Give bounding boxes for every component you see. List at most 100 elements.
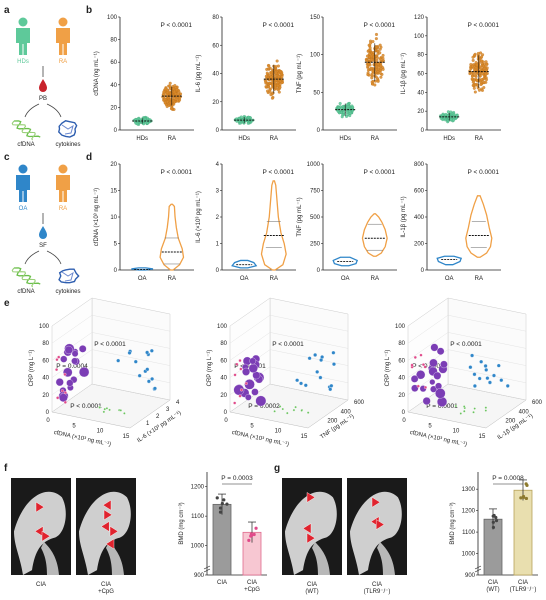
panel-b-chart-3-point — [371, 69, 375, 73]
panel-e-chart-1-point-blue — [145, 350, 150, 355]
panel-b-chart-3-point — [370, 76, 374, 80]
panel-d-chart-3-y-label: TNF (pg mL⁻¹) — [297, 197, 303, 236]
panel-f-chart-pvalue: P = 0.0003 — [221, 475, 253, 482]
panel-f-image-2-bone-lower — [106, 542, 124, 575]
panel-c-arrow-right — [46, 250, 62, 265]
panel-e-chart-2-pvalue-1: P < 0.0001 — [272, 341, 304, 348]
panel-e-chart-2-point-blue — [332, 362, 336, 367]
panel-e-chart-1-point-green — [98, 406, 101, 409]
panel-b-chart-3-point — [372, 63, 376, 67]
panel-e-chart-3-point-violet — [422, 397, 431, 405]
panel-b-chart-3-x-label: RA — [371, 136, 379, 142]
panel-b-chart-3-point — [369, 58, 373, 62]
panel-g-chart-x-label: CIA (WT) — [486, 580, 499, 593]
panel-e-chart-2-ytick-label: 200 — [327, 419, 338, 425]
panel-b-chart-3-point — [346, 103, 350, 107]
panel-a-dna-icon — [13, 120, 41, 138]
panel-b-chart-2-point — [266, 67, 270, 71]
panel-c-group-left: OA — [19, 206, 28, 212]
panel-b-chart-2-point — [264, 80, 268, 84]
panel-e-chart-1-point-violet — [64, 345, 73, 355]
panel-g-chart-point — [519, 496, 523, 500]
panel-e-chart-1-point-pink — [56, 396, 60, 400]
panel-e-chart-3-y-label: IL-1β (pg mL⁻¹) — [497, 413, 535, 441]
panel-a-drop-icon — [39, 79, 47, 92]
panel-b-chart-2-point — [243, 115, 247, 119]
panel-b-chart-3-point — [371, 50, 375, 54]
panel-b-chart-3-x-label: HDs — [339, 136, 351, 142]
panel-e-chart-1-point-blue — [153, 386, 157, 391]
panel-a-output-left: cfDNA — [17, 142, 34, 148]
panel-f-chart-point — [220, 501, 224, 506]
panel-e-chart-1-point-green — [119, 409, 123, 412]
panel-b-chart-3-point — [381, 67, 385, 71]
panel-b-chart-3-ytick-label: 100 — [310, 53, 321, 59]
panel-b-chart-4-pvalue: P < 0.0001 — [467, 22, 499, 29]
panel-e-chart-2-point-blue — [303, 383, 308, 388]
panel-b-chart-3-point — [348, 111, 352, 115]
panel-e-chart-2-point-pink — [233, 401, 237, 405]
panel-c-left-person-icon-body — [16, 175, 30, 202]
panel-f-chart-axis-break — [203, 565, 211, 573]
panel-g-chart-axis-break — [474, 565, 482, 573]
panel-b-chart-2-y-label: IL-6 (pg mL⁻¹) — [196, 55, 202, 93]
panel-e-chart-2-ztick-label: 100 — [217, 324, 228, 330]
panel-b-chart-4-x-label: RA — [475, 136, 483, 142]
panel-b-chart-1-point — [173, 84, 177, 88]
panel-e-chart-3-point-blue — [483, 363, 488, 368]
panel-b-chart-3-point — [371, 82, 375, 86]
panel-e-chart-2-point-pink — [239, 367, 243, 371]
panel-d-chart-2-ytick-label: 4 — [216, 162, 220, 168]
panel-e-chart-2-ztick-label: 20 — [220, 393, 227, 399]
panel-b-chart-2-x-label: RA — [270, 136, 278, 142]
panel-e-chart-1-grid — [91, 332, 171, 349]
panel-d-chart-2-ra-violin — [260, 180, 287, 271]
panel-d-chart-4-pvalue: P < 0.0001 — [467, 169, 499, 176]
panel-b-chart-1-pvalue: P < 0.0001 — [160, 22, 192, 29]
panel-b-chart-4-point — [449, 110, 453, 114]
panel-e-chart-3-xtick-label: 10 — [453, 429, 460, 435]
panel-b-chart-3-point — [379, 75, 383, 79]
panel-e-chart-3-grid — [407, 332, 449, 361]
panel-b-chart-3-point — [365, 59, 369, 63]
panel-e-chart-3-ztick-label: 20 — [398, 393, 405, 399]
panel-d-chart-3-ytick-label: 0 — [317, 268, 321, 274]
panel-d-chart-3-ra-violin — [361, 213, 388, 257]
panel-b-chart-4-point — [472, 79, 476, 83]
panel-e-chart-2-ytick-label: 600 — [354, 400, 365, 406]
panel-c-right-person-icon — [56, 164, 70, 202]
panel-b-chart-2-ytick-label: 20 — [212, 100, 219, 106]
panel-b-chart-3-point — [374, 32, 378, 36]
panel-e-chart-3-point-pink — [416, 384, 420, 388]
panel-g-chart-point — [524, 496, 529, 501]
panel-d-chart-2-ytick-label: 1 — [216, 242, 220, 248]
panel-e-chart-2-point-blue — [313, 353, 318, 357]
panel-e-chart-2-point-blue — [319, 358, 324, 362]
panel-b-chart-1-point — [169, 92, 173, 96]
panel-f-chart-y-label: BMD (mg cm⁻³) — [179, 502, 185, 544]
panel-b-chart-2-point — [269, 75, 273, 79]
panel-b-chart-3-point — [342, 110, 346, 114]
panel-e-chart-2-point-green — [300, 409, 303, 412]
panel-g-chart-point — [491, 520, 495, 524]
panel-g-image-1-arrow-icon — [306, 532, 316, 544]
panel-e-chart-3-point-violet — [430, 343, 439, 352]
panel-e-chart-2-point-violet — [249, 357, 257, 365]
panel-b-chart-4-ytick-label: 120 — [414, 15, 425, 21]
panel-f-chart-point — [247, 538, 251, 542]
panel-d-chart-4-ytick-label: 600 — [414, 189, 425, 195]
panel-e-chart-2-ytick-label: 400 — [341, 409, 352, 415]
panel-e-chart-1-point-green — [103, 407, 107, 411]
panel-b-chart-4-point — [480, 59, 484, 63]
panel-b-chart-4-point — [484, 72, 488, 76]
panel-d-chart-1-y-label: cfDNA (×10³ ng mL⁻¹) — [94, 188, 100, 246]
panel-e-chart-1-point-pink — [55, 358, 59, 362]
panel-b-chart-2-pvalue: P < 0.0001 — [262, 22, 294, 29]
panel-e-chart-1-grid — [91, 349, 171, 366]
panel-e-chart-1-point-violet — [66, 379, 74, 387]
panel-c-arrow-left — [24, 250, 40, 265]
panel-a-arrow-right — [46, 103, 62, 118]
panel-b-chart-4-point — [470, 74, 474, 78]
panel-b-chart-1-x-label: HDs — [136, 136, 148, 142]
panel-e-chart-2-grid — [229, 332, 271, 361]
